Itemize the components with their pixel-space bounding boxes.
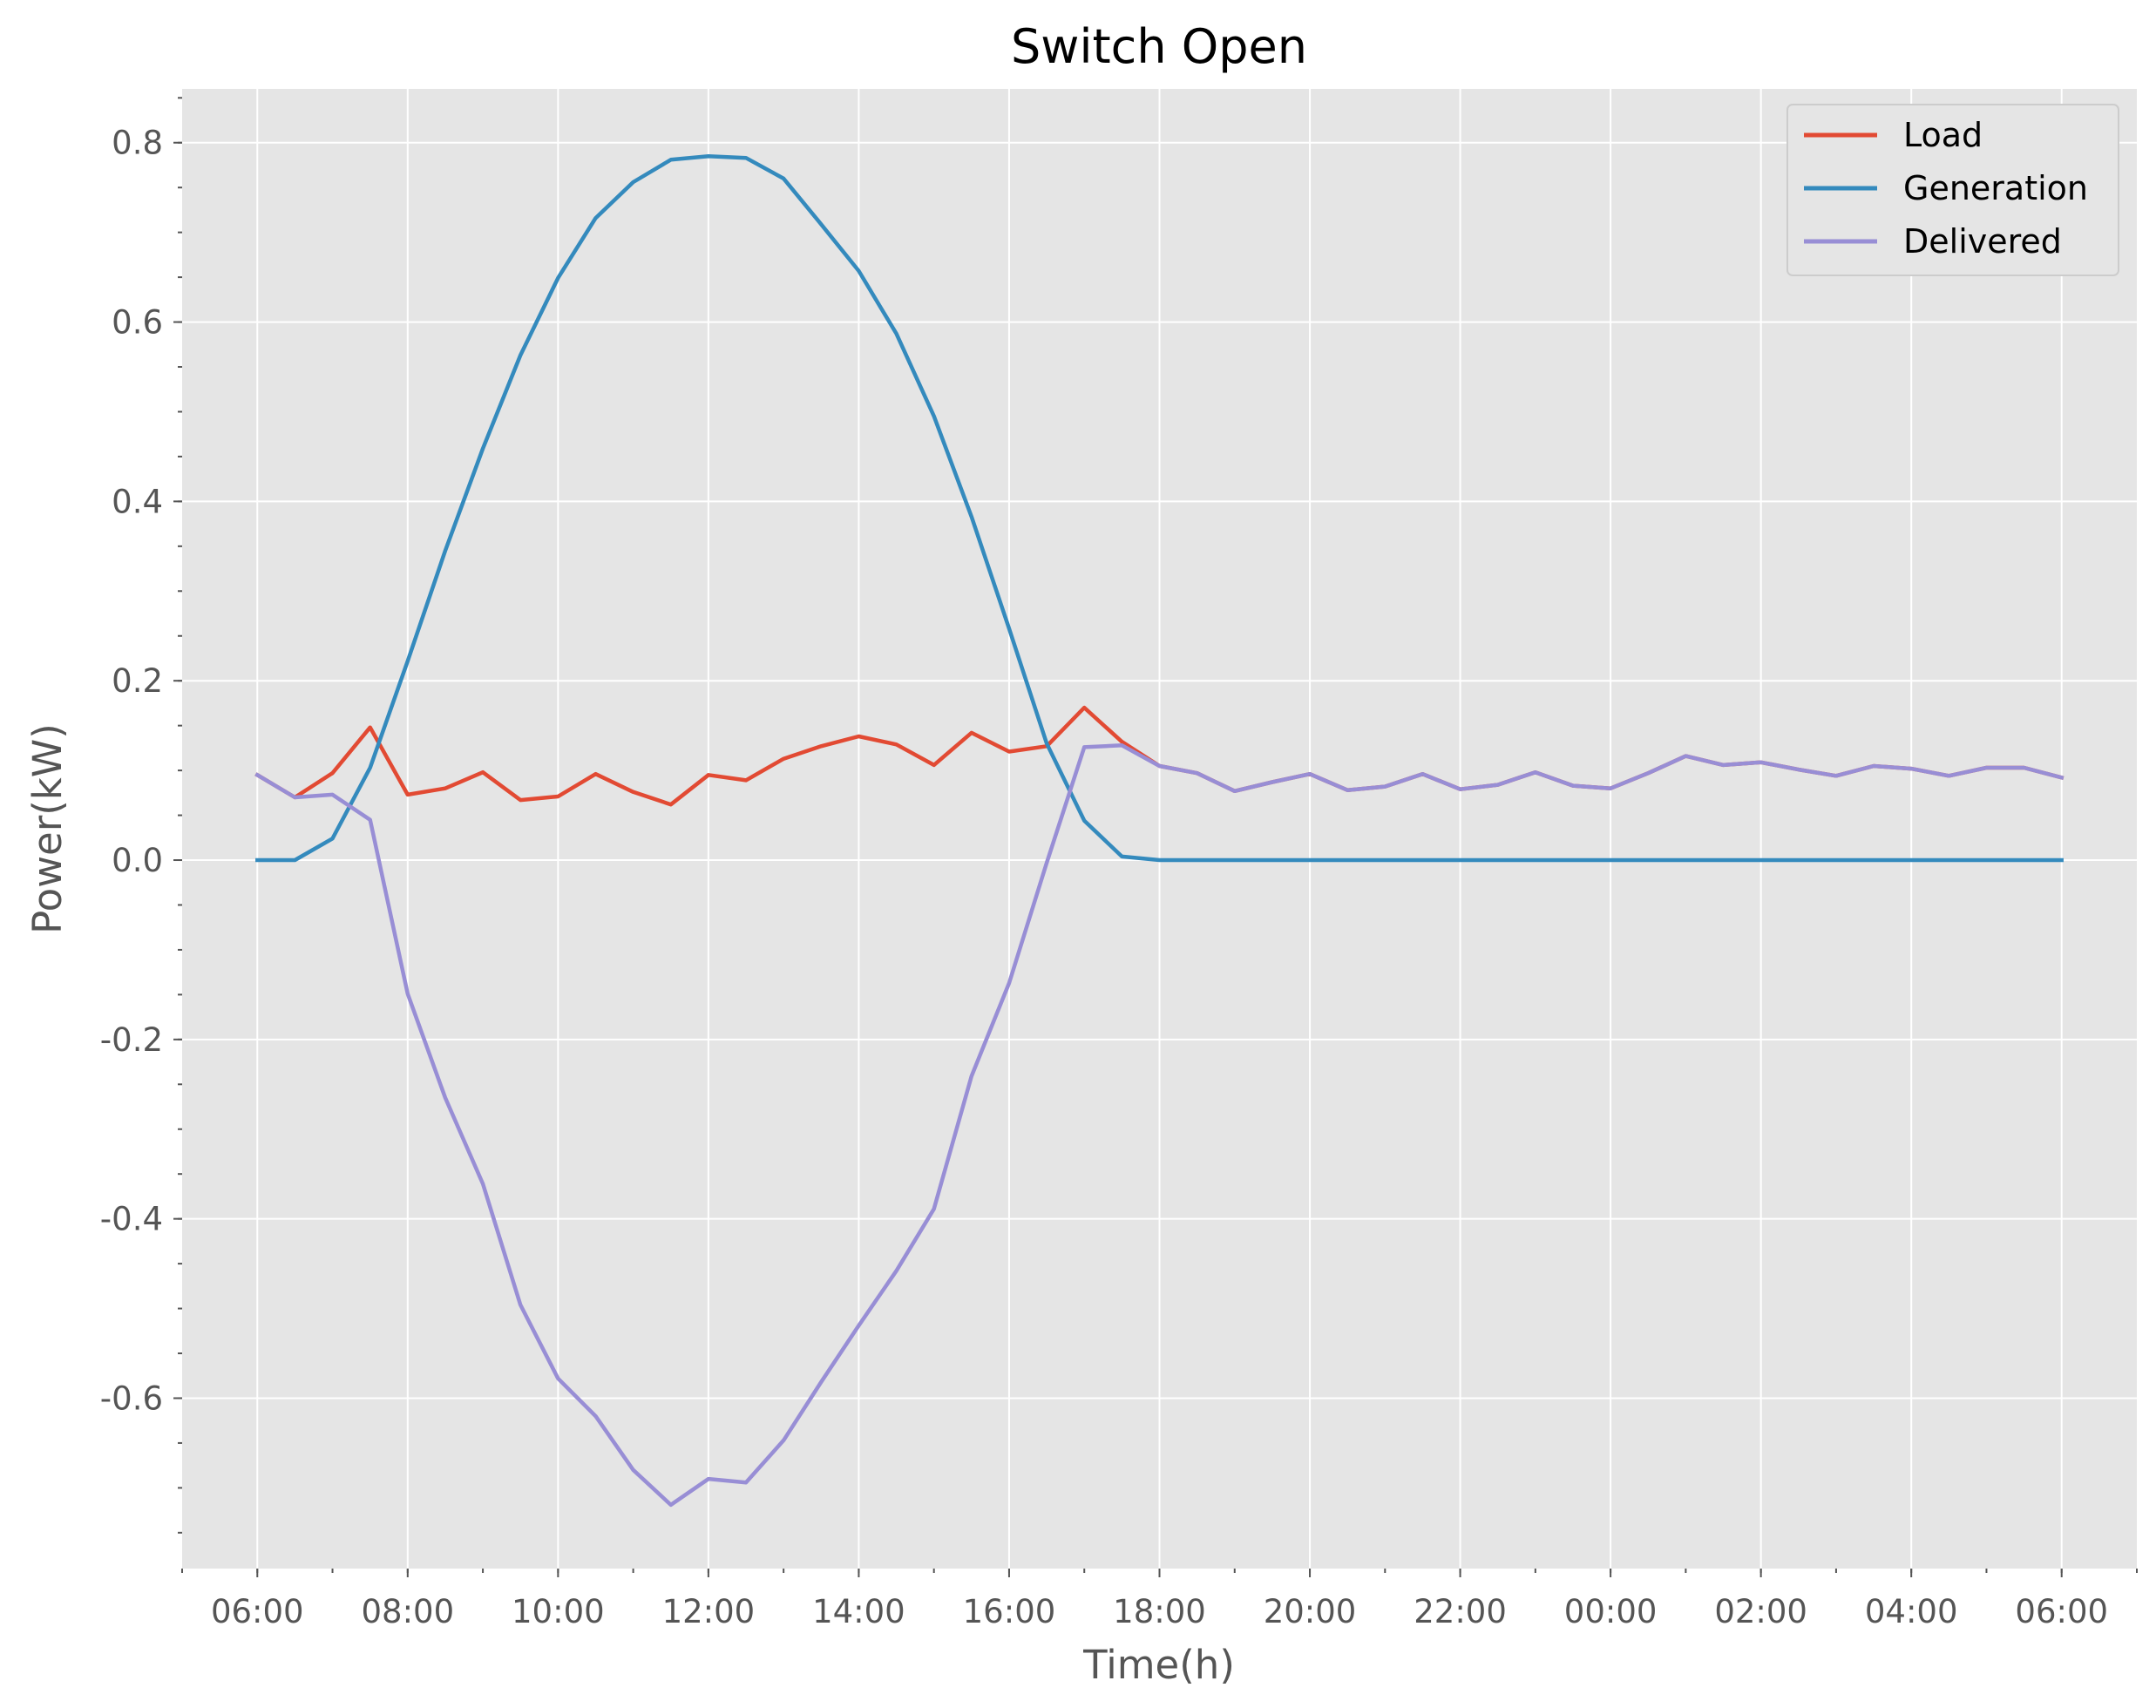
x-tick-label: 06:00: [211, 1593, 304, 1630]
x-tick-label: 14:00: [812, 1593, 905, 1630]
y-tick-label: -0.2: [100, 1021, 163, 1059]
y-tick-label: -0.6: [100, 1379, 163, 1417]
series-line-delivered: [254, 743, 2064, 1508]
y-tick-label: -0.4: [100, 1201, 163, 1238]
y-axis-label: Power(kW): [24, 723, 71, 934]
y-tick-label: 0.0: [112, 842, 163, 879]
gridlines: [182, 89, 2137, 1569]
legend: Load Generation Delivered: [1786, 104, 2119, 276]
x-tick-label: 02:00: [1714, 1593, 1807, 1630]
chart-title: Switch Open: [1011, 19, 1307, 74]
axis-ticks: 06:00 08:00 10:00 12:00 14:00 16:00 18:00 20:00…: [100, 97, 2138, 1630]
x-tick-label: 12:00: [662, 1593, 756, 1630]
series-line-generation: [255, 153, 2064, 863]
legend-label-load: Load: [1903, 116, 1983, 154]
legend-label-delivered: Delivered: [1903, 222, 2062, 261]
x-tick-label: 22:00: [1414, 1593, 1507, 1630]
y-tick-label: 0.8: [112, 125, 163, 162]
x-tick-label: 04:00: [1865, 1593, 1958, 1630]
x-tick-label: 16:00: [963, 1593, 1056, 1630]
legend-box: [1786, 104, 2119, 276]
x-tick-label: 00:00: [1564, 1593, 1658, 1630]
y-tick-label: 0.4: [112, 483, 163, 520]
x-tick-label: 10:00: [512, 1593, 605, 1630]
x-axis-label: Time(h): [1082, 1642, 1235, 1688]
x-tick-label: 18:00: [1113, 1593, 1206, 1630]
y-tick-label: 0.2: [112, 662, 163, 700]
y-tick-label: 0.6: [112, 304, 163, 342]
legend-label-generation: Generation: [1903, 169, 2088, 207]
x-tick-label: 08:00: [361, 1593, 454, 1630]
x-tick-label: 06:00: [2015, 1593, 2108, 1630]
x-tick-label: 20:00: [1264, 1593, 1357, 1630]
data-series: [254, 153, 2064, 1508]
